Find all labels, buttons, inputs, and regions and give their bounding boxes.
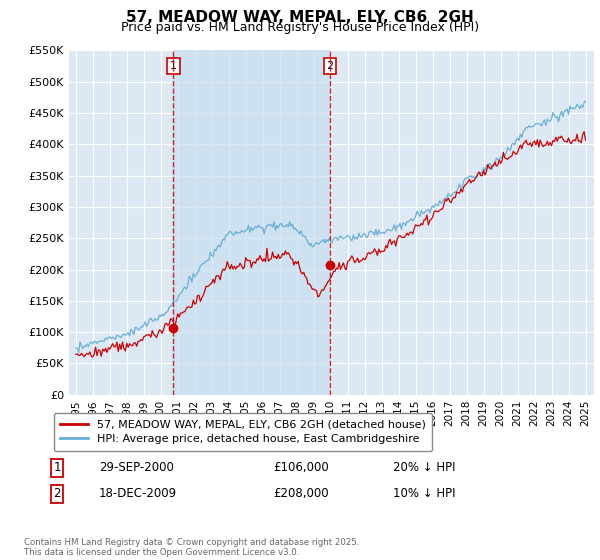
Text: 1: 1 bbox=[170, 61, 177, 71]
Text: £106,000: £106,000 bbox=[273, 461, 329, 474]
Text: £208,000: £208,000 bbox=[273, 487, 329, 501]
Text: 2: 2 bbox=[53, 487, 61, 501]
Text: 2: 2 bbox=[326, 61, 334, 71]
Text: 29-SEP-2000: 29-SEP-2000 bbox=[99, 461, 174, 474]
Text: 18-DEC-2009: 18-DEC-2009 bbox=[99, 487, 177, 501]
Text: 10% ↓ HPI: 10% ↓ HPI bbox=[393, 487, 455, 501]
Text: 1: 1 bbox=[53, 461, 61, 474]
Bar bbox=[173, 50, 330, 395]
Text: 20% ↓ HPI: 20% ↓ HPI bbox=[393, 461, 455, 474]
Text: Price paid vs. HM Land Registry's House Price Index (HPI): Price paid vs. HM Land Registry's House … bbox=[121, 21, 479, 34]
Legend: 57, MEADOW WAY, MEPAL, ELY, CB6 2GH (detached house), HPI: Average price, detach: 57, MEADOW WAY, MEPAL, ELY, CB6 2GH (det… bbox=[53, 413, 433, 451]
Text: Contains HM Land Registry data © Crown copyright and database right 2025.
This d: Contains HM Land Registry data © Crown c… bbox=[24, 538, 359, 557]
Text: 57, MEADOW WAY, MEPAL, ELY, CB6  2GH: 57, MEADOW WAY, MEPAL, ELY, CB6 2GH bbox=[126, 10, 474, 25]
